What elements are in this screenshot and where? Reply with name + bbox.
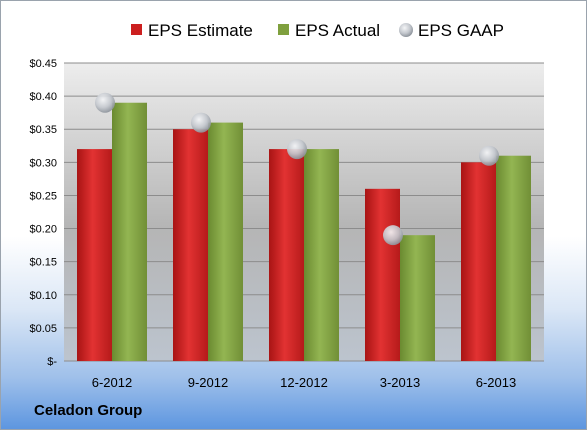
legend-gaap-label: EPS GAAP	[418, 21, 504, 40]
actual-bar	[496, 155, 531, 361]
x-category-label: 6-2012	[92, 375, 132, 390]
actual-bar	[400, 235, 435, 361]
y-axis-ticks: $- $0.05 $0.10 $0.15 $0.20 $0.25 $0.30 $0.35 $0.…	[29, 58, 57, 368]
gaap-point	[95, 92, 115, 113]
x-axis-categories: 6-2012 9-2012 12-2012 3-2013 6-2013	[92, 375, 516, 390]
gaap-point	[383, 225, 403, 246]
y-tick-label: $0.10	[29, 290, 57, 302]
x-category-label: 6-2013	[476, 375, 516, 390]
actual-bar	[112, 102, 147, 361]
y-tick-label: $0.30	[29, 157, 57, 169]
estimate-bar	[77, 149, 112, 361]
legend: EPS Estimate EPS Actual EPS GAAP	[131, 21, 504, 40]
y-tick-label: $0.15	[29, 257, 57, 269]
legend-estimate-label: EPS Estimate	[148, 21, 253, 40]
gaap-points	[95, 92, 499, 246]
gaap-point	[191, 112, 211, 133]
actual-bar	[304, 149, 339, 361]
estimate-bar	[173, 129, 208, 361]
bars	[77, 102, 531, 361]
y-tick-label: $0.45	[29, 58, 57, 70]
gaap-point	[479, 145, 499, 166]
y-tick-label: $0.20	[29, 224, 57, 236]
y-tick-label: $0.05	[29, 323, 57, 335]
y-tick-label: $0.40	[29, 91, 57, 103]
gaap-point	[287, 139, 307, 160]
estimate-bar	[461, 162, 496, 361]
estimate-bar	[269, 149, 304, 361]
y-tick-label: $-	[47, 356, 57, 368]
company-name: Celadon Group	[34, 402, 143, 419]
estimate-bar	[365, 188, 400, 361]
y-tick-label: $0.35	[29, 124, 57, 136]
x-category-label: 9-2012	[188, 375, 228, 390]
legend-estimate-swatch	[131, 24, 142, 35]
x-category-label: 3-2013	[380, 375, 420, 390]
actual-bar	[208, 122, 243, 361]
x-category-label: 12-2012	[280, 375, 328, 390]
legend-actual-swatch	[278, 24, 289, 35]
y-tick-label: $0.25	[29, 190, 57, 202]
legend-actual-label: EPS Actual	[295, 21, 380, 40]
legend-gaap-swatch	[399, 23, 413, 37]
